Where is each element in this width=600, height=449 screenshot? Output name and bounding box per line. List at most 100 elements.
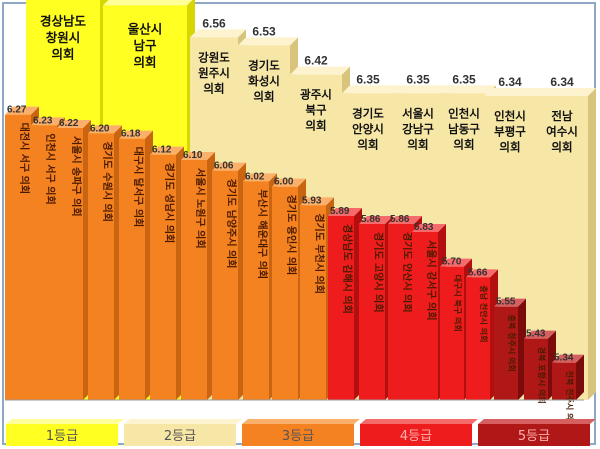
value-label: 6.02 bbox=[245, 171, 265, 182]
legend-item-3: 3등급 bbox=[242, 419, 360, 446]
bar-top bbox=[238, 37, 298, 46]
value-label: 6.23 bbox=[33, 115, 53, 126]
value-label: 6.12 bbox=[152, 145, 172, 156]
bar-top bbox=[412, 223, 446, 232]
bar-front bbox=[552, 362, 576, 400]
value-label: 6.35 bbox=[452, 72, 476, 86]
value-label: 5.86 bbox=[390, 214, 410, 225]
bar-front bbox=[88, 133, 114, 400]
legend-label: 2등급 bbox=[164, 429, 196, 444]
category-label: 광주시 bbox=[300, 88, 332, 102]
bar-5: 6.22 서울시 송파구 의회 bbox=[57, 118, 91, 400]
legend-item-5: 5등급 bbox=[478, 419, 596, 446]
bar-19: 5.86 경기도 고양시 의회 bbox=[359, 214, 393, 400]
legend-label: 4등급 bbox=[400, 429, 432, 444]
category-label: 대전시 서구 의회 bbox=[18, 123, 31, 194]
category-label: 서울시 bbox=[402, 106, 434, 120]
category-label: 충남 천안시 의회 bbox=[479, 285, 489, 342]
category-label: 의회 bbox=[305, 119, 326, 133]
bar-top bbox=[212, 162, 246, 171]
bar-25: 5.66 충남 천안시 의회 bbox=[466, 267, 498, 400]
value-label: 5.34 bbox=[554, 353, 574, 364]
category-label: 서울시 강서구 의회 bbox=[425, 240, 438, 321]
category-label: 경기도 고양시 의회 bbox=[372, 232, 385, 313]
bar-top bbox=[328, 207, 362, 216]
bar-front bbox=[119, 138, 145, 401]
bar-top bbox=[88, 125, 122, 134]
bar-front bbox=[524, 338, 548, 400]
value-label: 5.89 bbox=[330, 206, 350, 217]
bar-top bbox=[31, 117, 65, 126]
category-label: 경상남도 bbox=[40, 13, 87, 28]
value-label: 6.00 bbox=[274, 177, 294, 188]
category-label: 경기도 bbox=[248, 58, 280, 72]
bar-top bbox=[440, 85, 496, 94]
bar-front bbox=[440, 266, 464, 400]
bar-top bbox=[272, 178, 306, 187]
category-label: 대구시 북구 의회 bbox=[453, 275, 463, 332]
legend-swatch-top bbox=[242, 419, 360, 424]
bar-side bbox=[588, 87, 596, 400]
bar-front bbox=[31, 125, 57, 400]
bar-7: 6.18 대구시 달서구 의회 bbox=[119, 129, 153, 401]
value-label: 6.18 bbox=[121, 129, 141, 140]
legend-swatch-top bbox=[360, 419, 478, 424]
bar-front bbox=[243, 181, 269, 400]
bar-front bbox=[466, 277, 490, 400]
value-label: 6.34 bbox=[550, 75, 574, 89]
bar-top bbox=[119, 130, 153, 139]
category-label: 전남 bbox=[551, 109, 573, 123]
category-label: 강원도 bbox=[198, 50, 230, 64]
bar-top bbox=[103, 0, 193, 6]
bar-front bbox=[181, 159, 207, 400]
legend-swatch bbox=[124, 424, 236, 446]
bar-front bbox=[300, 205, 326, 400]
bar-top bbox=[57, 119, 91, 128]
value-label: 6.34 bbox=[498, 75, 522, 89]
legend-item-2: 2등급 bbox=[124, 419, 242, 446]
bar-top bbox=[5, 106, 39, 115]
bar-top bbox=[388, 215, 422, 224]
category-label: 경기도 수원시 의회 bbox=[101, 141, 114, 222]
legend-swatch-top bbox=[6, 419, 124, 424]
bar-front bbox=[212, 170, 238, 400]
bar-top bbox=[342, 85, 402, 94]
category-label: 안양시 bbox=[352, 122, 384, 136]
category-label: 경북 포항시 의회 bbox=[537, 347, 547, 404]
category-label: 인천시 bbox=[448, 106, 480, 120]
bar-front bbox=[412, 231, 438, 400]
category-label: 여수시 bbox=[546, 124, 578, 138]
bar-6: 6.20 경기도 수원시 의회 bbox=[88, 123, 122, 400]
bar-top bbox=[552, 354, 584, 363]
bar-top bbox=[300, 197, 334, 206]
value-label: 6.35 bbox=[406, 72, 430, 86]
value-label: 5.66 bbox=[468, 267, 488, 278]
legend-item-1: 1등급 bbox=[6, 419, 124, 446]
bar-front bbox=[150, 154, 176, 400]
value-label: 5.93 bbox=[302, 195, 322, 206]
category-label: 남동구 bbox=[448, 122, 480, 136]
legend-label: 5등급 bbox=[518, 429, 550, 444]
legend-swatch bbox=[242, 424, 354, 446]
category-label: 경기도 안산시 의회 bbox=[401, 232, 414, 313]
category-label: 부산시 해운대구 의회 bbox=[256, 189, 269, 279]
bar-top bbox=[394, 85, 450, 94]
category-label: 의회 bbox=[253, 89, 274, 103]
value-label: 6.53 bbox=[252, 24, 276, 38]
bar-side bbox=[576, 354, 584, 400]
bar-top bbox=[536, 87, 596, 96]
category-label: 경기도 부천시 의회 bbox=[313, 213, 326, 294]
value-label: 6.06 bbox=[214, 161, 234, 172]
legend-label: 3등급 bbox=[282, 429, 314, 444]
category-label: 의회 bbox=[51, 46, 74, 61]
value-label: 5.83 bbox=[414, 222, 434, 233]
bar-10: 6.10 서울시 노원구 의회 bbox=[181, 150, 215, 400]
category-label: 인천시 서구 의회 bbox=[44, 133, 57, 204]
bar-30: 5.34 전북 전주시 의회 bbox=[552, 353, 584, 428]
category-label: 의회 bbox=[499, 140, 520, 154]
bar-top bbox=[494, 298, 526, 307]
legend-item-4: 4등급 bbox=[360, 419, 478, 446]
value-label: 6.22 bbox=[59, 118, 79, 129]
bar-top bbox=[440, 258, 472, 267]
